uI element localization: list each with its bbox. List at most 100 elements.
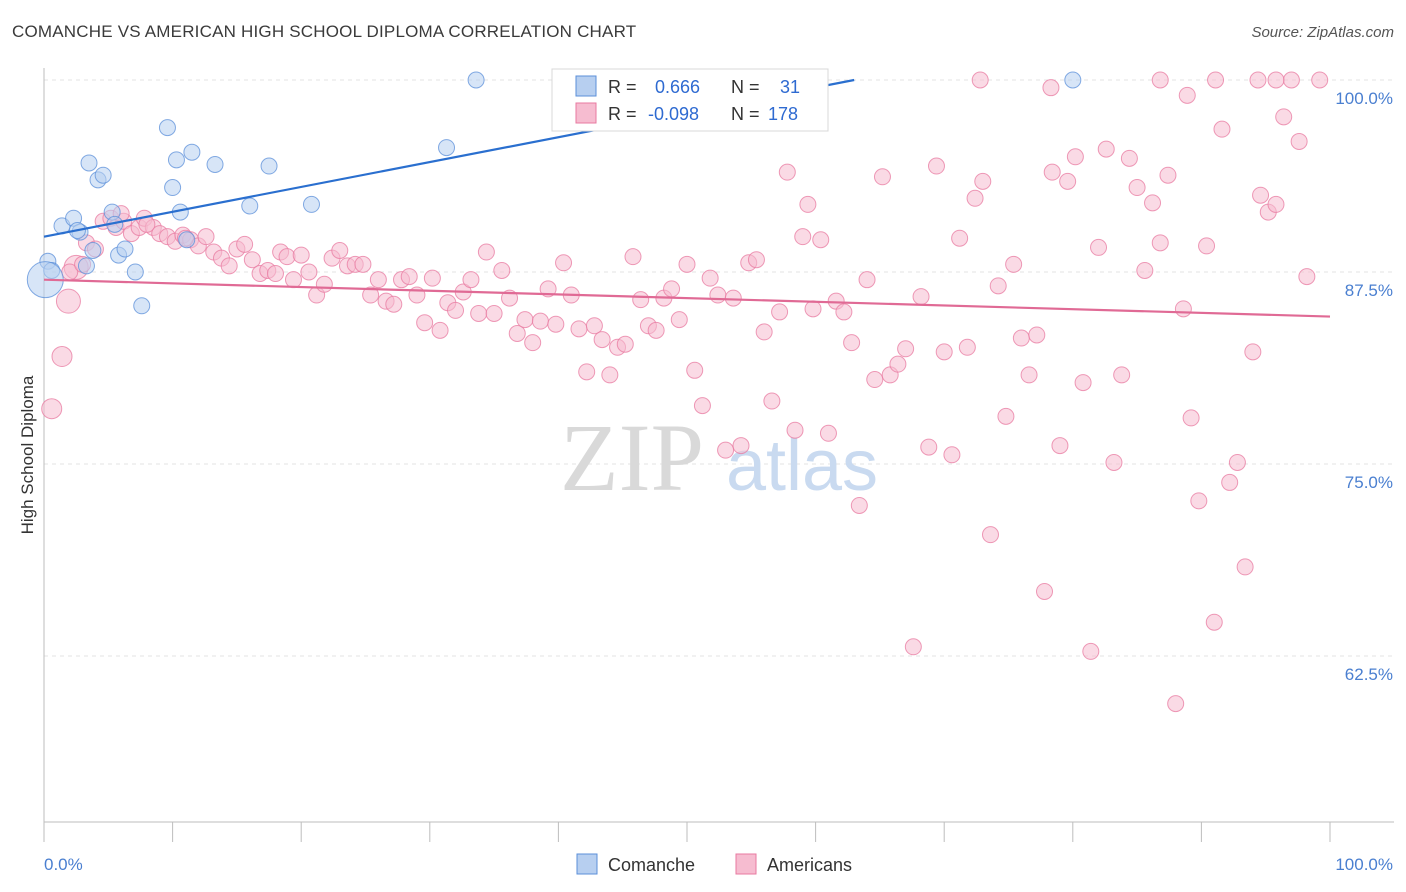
americans-point-136	[1082, 642, 1100, 660]
americans-point-32	[284, 271, 302, 289]
americans-point-70	[578, 363, 596, 381]
comanche-point-7	[84, 241, 102, 259]
americans-point-146	[1159, 166, 1177, 184]
americans-point-150	[1190, 492, 1208, 510]
americans-point-69	[570, 320, 588, 338]
americans-point-133	[1059, 172, 1077, 190]
americans-point-49	[416, 314, 434, 332]
americans-point-92	[747, 251, 765, 269]
americans-point-83	[678, 255, 696, 273]
americans-point-25	[236, 235, 254, 253]
comanche-point-15	[133, 297, 151, 315]
americans-point-55	[462, 271, 480, 289]
americans-point-135	[1074, 374, 1092, 392]
comanche-point-18	[167, 151, 185, 169]
source-label: Source: ZipAtlas.com	[1251, 24, 1394, 41]
comanche-point-25	[302, 195, 320, 213]
americans-point-2	[55, 288, 81, 314]
legend-swatch-comanche	[575, 75, 597, 97]
comanche-point-22	[206, 155, 224, 173]
americans-point-167	[1151, 71, 1169, 89]
americans-point-115	[920, 438, 938, 456]
americans-point-71	[585, 317, 603, 335]
americans-point-33	[292, 246, 310, 264]
watermark-zip: ZIP	[560, 404, 704, 511]
americans-point-140	[1113, 366, 1131, 384]
americans-point-95	[771, 303, 789, 321]
americans-point-73	[601, 366, 619, 384]
americans-point-156	[1236, 558, 1254, 576]
comanche-point-27	[467, 71, 485, 89]
americans-point-162	[1282, 71, 1300, 89]
americans-point-121	[966, 189, 984, 207]
americans-point-106	[850, 496, 868, 514]
americans-point-163	[1290, 132, 1308, 150]
americans-point-87	[709, 286, 727, 304]
americans-point-151	[1198, 237, 1216, 255]
americans-point-23	[220, 257, 238, 275]
series-americans	[41, 71, 1329, 713]
comanche-point-14	[126, 263, 144, 281]
americans-point-72	[593, 331, 611, 349]
americans-point-139	[1105, 453, 1123, 471]
americans-point-116	[927, 157, 945, 175]
americans-point-113	[904, 638, 922, 656]
gridlines	[44, 79, 1394, 657]
legend-n-label-1: N =	[731, 77, 760, 97]
americans-point-38	[331, 241, 349, 259]
americans-point-94	[763, 392, 781, 410]
americans-point-149	[1182, 409, 1200, 427]
americans-point-161	[1275, 108, 1293, 126]
legend-r-label-2: R =	[608, 104, 637, 124]
comanche-point-5	[77, 257, 95, 275]
watermark-atlas: atlas	[726, 426, 878, 506]
comanche-point-13	[116, 240, 134, 258]
americans-point-142	[1128, 179, 1146, 197]
americans-point-85	[693, 397, 711, 415]
americans-point-144	[1144, 194, 1162, 212]
americans-point-171	[1311, 71, 1329, 89]
americans-point-120	[958, 338, 976, 356]
americans-point-122	[974, 172, 992, 190]
americans-point-158	[1252, 186, 1270, 204]
americans-point-64	[531, 312, 549, 330]
americans-point-36	[315, 275, 333, 293]
americans-point-137	[1090, 238, 1108, 256]
americans-point-86	[701, 269, 719, 287]
americans-point-111	[889, 355, 907, 373]
americans-point-0	[41, 398, 63, 420]
americans-point-84	[686, 361, 704, 379]
comanche-point-20	[178, 231, 196, 249]
americans-point-129	[1028, 326, 1046, 344]
americans-point-53	[447, 301, 465, 319]
americans-point-157	[1244, 343, 1262, 361]
bottom-legend-swatch-comanche	[576, 853, 598, 875]
legend-n-value-americans: 178	[768, 104, 798, 124]
americans-point-88	[717, 441, 735, 459]
americans-point-29	[266, 265, 284, 283]
americans-point-125	[997, 407, 1015, 425]
americans-point-79	[647, 321, 665, 339]
americans-point-123	[981, 526, 999, 544]
legend-n-value-comanche: 31	[780, 77, 800, 97]
americans-point-107	[858, 271, 876, 289]
americans-point-147	[1167, 695, 1185, 713]
americans-point-51	[431, 321, 449, 339]
americans-point-155	[1228, 453, 1246, 471]
americans-point-100	[804, 300, 822, 318]
axes	[43, 68, 1394, 842]
americans-point-67	[555, 254, 573, 272]
americans-point-138	[1097, 140, 1115, 158]
americans-point-130	[1036, 582, 1054, 600]
comanche-point-6	[80, 154, 98, 172]
bottom-legend-americans: Americans	[767, 855, 852, 875]
comanche-point-23	[241, 197, 259, 215]
comanche-point-17	[164, 179, 182, 197]
tick-labels: 62.5% 75.0% 87.5% 100.0% 0.0% 100.0%	[44, 89, 1393, 874]
americans-point-57	[477, 243, 495, 261]
americans-point-61	[508, 324, 526, 342]
americans-point-153	[1213, 120, 1231, 138]
americans-point-108	[866, 371, 884, 389]
y-tick-label-2: 87.5%	[1345, 281, 1393, 300]
americans-point-118	[943, 446, 961, 464]
